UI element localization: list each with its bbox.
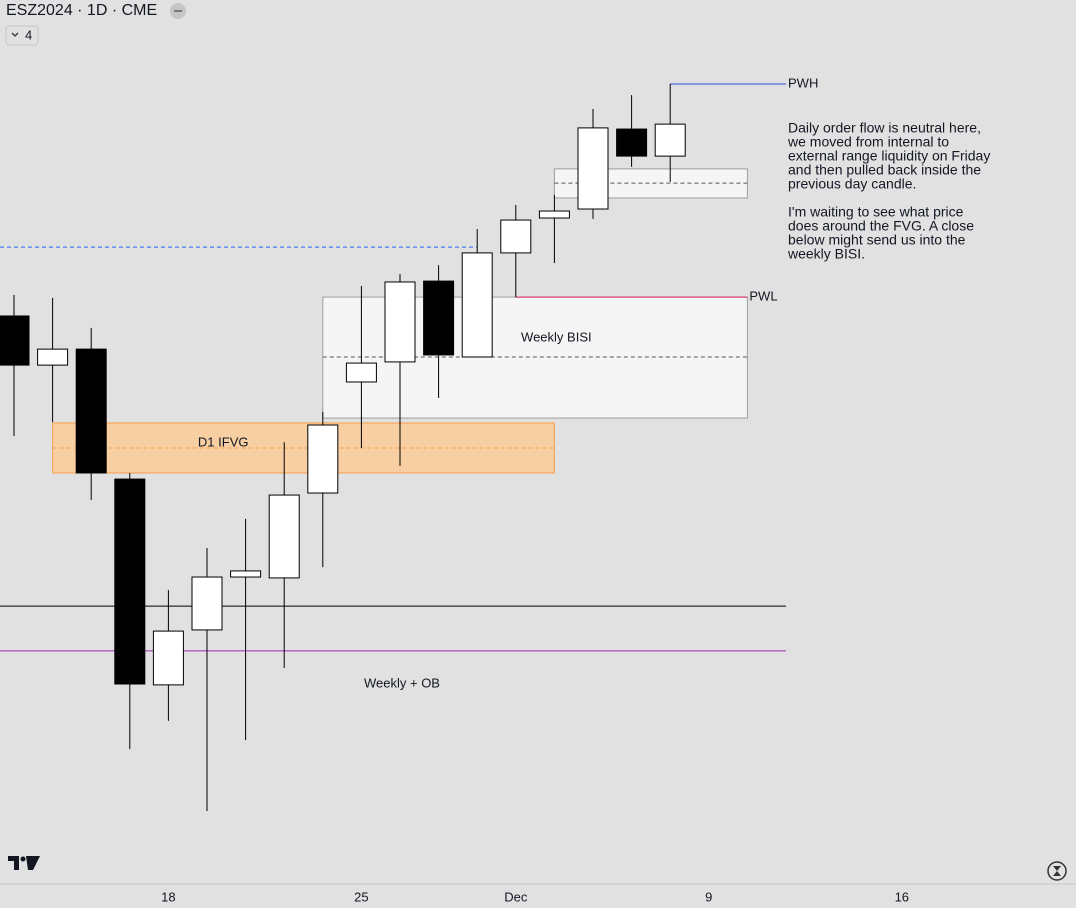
logo-mark bbox=[26, 856, 40, 870]
logo-mark bbox=[8, 856, 19, 870]
candle-body bbox=[616, 128, 648, 157]
candle-body bbox=[307, 424, 339, 494]
candle-body bbox=[500, 219, 532, 254]
indicator-count: 4 bbox=[25, 27, 32, 42]
chevron bbox=[11, 32, 19, 37]
x-tick-label: 25 bbox=[354, 889, 368, 904]
zone-box bbox=[52, 422, 555, 474]
note-line: and then pulled back inside the bbox=[788, 162, 981, 178]
note-line: below might send us into the bbox=[788, 232, 966, 248]
x-tick-label: 16 bbox=[895, 889, 909, 904]
logo[interactable] bbox=[8, 856, 40, 870]
note-line: weekly BISI. bbox=[787, 246, 865, 262]
logo-dot bbox=[20, 856, 26, 862]
candle-body bbox=[114, 478, 146, 685]
zone-label: D1 IFVG bbox=[198, 434, 249, 449]
zone-label: Weekly BISI bbox=[521, 330, 592, 345]
candle-body bbox=[345, 362, 377, 383]
collapse-icon bbox=[174, 10, 182, 12]
note-line: I'm waiting to see what price bbox=[788, 204, 964, 220]
candle-body bbox=[538, 210, 570, 219]
candle-body bbox=[384, 281, 416, 363]
note-line: previous day candle. bbox=[788, 176, 916, 192]
x-tick-label: Dec bbox=[504, 889, 528, 904]
level-label: PWH bbox=[788, 75, 818, 90]
candle-body bbox=[191, 576, 223, 631]
hourglass bbox=[1053, 866, 1061, 876]
indicator-toggle[interactable] bbox=[5, 25, 39, 46]
candle-body bbox=[0, 315, 30, 366]
candle-body bbox=[230, 570, 262, 578]
level-label: PWL bbox=[749, 289, 777, 304]
chart-title: ESZ2024 · 1D · CME bbox=[6, 2, 157, 19]
candle-body bbox=[152, 630, 184, 686]
candle-body bbox=[461, 252, 493, 358]
candle-body bbox=[268, 494, 300, 579]
note-line: Daily order flow is neutral here, bbox=[788, 120, 981, 136]
candle-body bbox=[75, 348, 107, 474]
note-line: we moved from internal to bbox=[787, 134, 949, 150]
x-tick-label: 18 bbox=[161, 889, 175, 904]
replay-icon[interactable] bbox=[1047, 861, 1067, 881]
note-line: does around the FVG. A close bbox=[788, 218, 974, 234]
candle-body bbox=[577, 127, 609, 210]
candle-body bbox=[654, 123, 686, 157]
candle-body bbox=[423, 280, 455, 356]
annotation: Weekly + OB bbox=[364, 675, 440, 690]
x-tick-label: 9 bbox=[705, 889, 712, 904]
candle-body bbox=[37, 348, 69, 366]
note-line: external range liquidity on Friday bbox=[788, 148, 990, 164]
